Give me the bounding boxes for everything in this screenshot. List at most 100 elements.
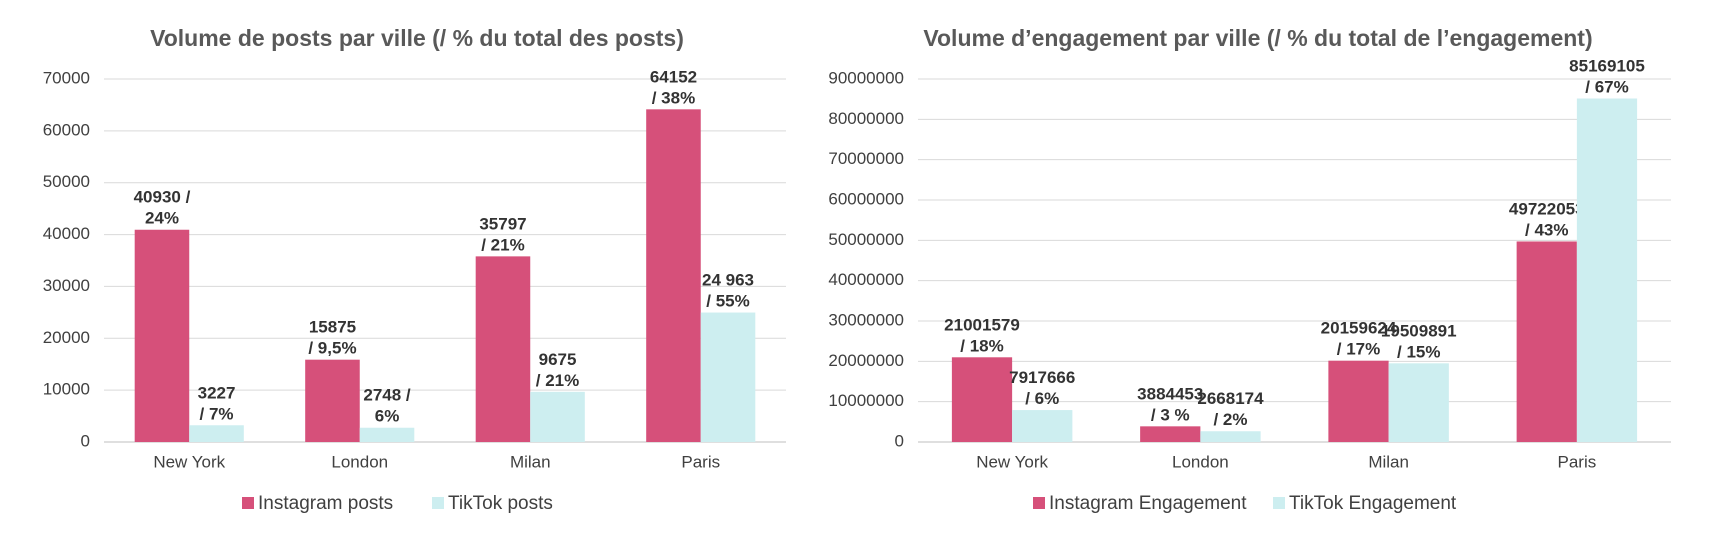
bar [134,229,190,442]
data-label-line: / 17% [1337,340,1380,359]
bar [189,425,244,442]
data-label: 24 963 / 55% [702,271,754,311]
x-tick-label: Paris [681,452,720,471]
legend-swatch [242,497,254,509]
data-label-line: / 38% [652,89,695,108]
bar [305,359,360,442]
data-label-line: 9675 [539,350,577,369]
data-label: 19509891 / 15% [1381,322,1457,362]
y-tick-label: 80000000 [828,109,904,128]
y-tick-label: 50000 [43,172,90,191]
bar [1576,98,1638,442]
bar [646,109,701,443]
data-label-line: 3227 [198,384,236,403]
data-label-line: / 67% [1585,78,1628,97]
data-label: 2668174 / 2% [1197,390,1264,430]
data-label-line: 3884453 [1137,385,1203,404]
x-tick-label: Milan [1368,452,1409,471]
bar [475,256,531,442]
data-label-line: 21001579 [944,316,1020,335]
legend-swatch [1273,497,1285,509]
data-label-line: / 21% [481,236,524,255]
legend-swatch [1033,497,1045,509]
y-tick-label: 20000 [43,328,90,347]
y-tick-label: 50000000 [828,230,904,249]
data-label-line: 2748 / [363,386,411,405]
data-label-line: / 7% [200,405,234,424]
data-label: 7917666 / 6% [1009,369,1075,409]
y-tick-label: 40000 [43,224,90,243]
data-label-line: 40930 / [134,188,191,207]
bar [1140,426,1201,442]
data-label-line: 35797 [479,215,526,234]
y-tick-label: 10000 [43,380,90,399]
data-label-line: 85169105 [1569,57,1645,76]
legend-label: Instagram Engagement [1049,493,1247,514]
bar [700,312,756,442]
data-label-line: / 2% [1213,411,1247,430]
bar [530,391,585,442]
data-label: 2748 / 6% [363,386,411,426]
data-label-line: 49722053 [1509,200,1585,219]
y-tick-label: 30000 [43,276,90,295]
data-label: 3884453 / 3 % [1137,385,1203,425]
data-label: 3227 / 7% [198,384,236,424]
data-label: 49722053 / 43% [1509,200,1585,240]
x-tick-label: Milan [510,452,551,471]
data-label-line: / 21% [536,371,579,390]
x-tick-label: New York [976,452,1048,471]
bar [951,357,1013,442]
data-label: 35797 / 21% [479,215,526,255]
data-label: 64152 / 38% [650,68,697,108]
chart: Volume d’engagement par ville (/ % du to… [828,25,1671,514]
data-label-line: 19509891 [1381,322,1457,341]
data-label-line: / 55% [706,292,749,311]
data-label: 40930 / 24% [134,188,191,228]
bar [1388,363,1449,442]
y-tick-label: 30000000 [828,310,904,329]
data-label: 9675 / 21% [536,350,579,390]
legend-swatch [432,497,444,509]
y-tick-label: 70000000 [828,149,904,168]
data-label-line: / 15% [1397,343,1440,362]
chart: Volume de posts par ville (/ % du total … [43,25,786,514]
data-label-line: 2668174 [1197,390,1264,409]
bar [1200,431,1261,442]
data-label-line: / 18% [960,337,1003,356]
legend-label: Instagram posts [258,493,393,514]
data-label-line: 24 963 [702,271,754,290]
y-tick-label: 70000 [43,68,90,87]
bar [1012,410,1073,442]
data-label-line: 64152 [650,68,697,87]
x-tick-label: London [1172,452,1229,471]
y-tick-label: 60000000 [828,189,904,208]
bar [1328,360,1389,442]
x-tick-label: London [331,452,388,471]
data-label-line: 7917666 [1009,369,1075,388]
data-label-line: / 43% [1525,221,1568,240]
y-tick-label: 60000 [43,120,90,139]
chart-title: Volume de posts par ville (/ % du total … [150,25,684,51]
x-tick-label: Paris [1558,452,1597,471]
y-tick-label: 90000000 [828,68,904,87]
data-label-line: 20159624 [1321,319,1397,338]
bar [1516,241,1577,442]
chart-title: Volume d’engagement par ville (/ % du to… [923,25,1592,51]
data-label-line: / 9,5% [308,339,356,358]
legend-label: TikTok Engagement [1289,493,1457,514]
data-label: 21001579 / 18% [944,316,1020,356]
data-label: 15875 / 9,5% [308,318,356,358]
bar [359,427,415,442]
data-label-line: / 3 % [1151,406,1190,425]
y-tick-label: 0 [895,431,904,450]
data-label-line: 15875 [309,318,356,337]
data-label: 85169105 / 67% [1569,57,1645,97]
x-tick-label: New York [153,452,225,471]
legend-label: TikTok posts [448,493,553,514]
data-label: 20159624 / 17% [1321,319,1397,359]
data-label-line: / 6% [1025,390,1059,409]
data-label-line: 24% [145,209,179,228]
y-tick-label: 20000000 [828,351,904,370]
y-tick-label: 40000000 [828,270,904,289]
